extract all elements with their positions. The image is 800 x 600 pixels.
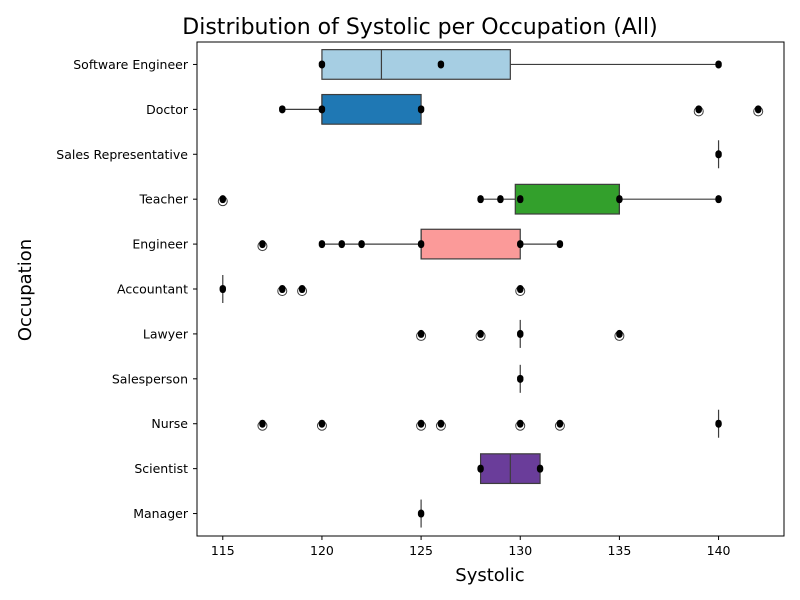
data-point-lawyer xyxy=(477,329,484,338)
data-point-engineer xyxy=(338,240,345,249)
data-point-doctor xyxy=(695,105,702,114)
data-point-software-engineer xyxy=(715,60,722,69)
data-point-doctor xyxy=(318,105,326,114)
data-point-salesperson xyxy=(517,374,524,383)
y-tick-label: Salesperson xyxy=(112,371,188,386)
data-point-nurse xyxy=(517,419,524,428)
y-tick-label: Software Engineer xyxy=(73,57,189,72)
data-point-teacher xyxy=(497,195,504,204)
data-point-software-engineer xyxy=(318,60,326,69)
data-point-teacher xyxy=(616,195,623,204)
y-tick-label: Accountant xyxy=(117,282,188,297)
y-tick-label: Lawyer xyxy=(143,326,189,341)
data-point-scientist xyxy=(536,464,544,473)
x-tick-label: 120 xyxy=(310,543,334,558)
data-point-nurse xyxy=(556,419,564,428)
data-point-accountant xyxy=(279,285,286,293)
data-point-lawyer xyxy=(517,329,524,338)
plot-area: Software Engineer Doctor Sales Representat… xyxy=(56,41,785,558)
x-tick-label: 140 xyxy=(707,543,731,558)
data-point-teacher xyxy=(477,195,484,204)
data-point-teacher xyxy=(715,195,722,204)
y-tick-label: Scientist xyxy=(134,461,188,476)
data-point-engineer xyxy=(358,240,365,249)
data-point-scientist xyxy=(477,464,484,473)
data-point-doctor xyxy=(279,105,286,114)
y-tick-label: Doctor xyxy=(146,102,189,117)
data-point-engineer xyxy=(556,240,564,249)
data-point-engineer xyxy=(259,240,266,249)
data-point-manager xyxy=(417,509,425,518)
x-tick-label: 135 xyxy=(607,543,631,558)
x-axis-label: Systolic xyxy=(455,565,524,586)
y-tick-label: Teacher xyxy=(139,192,189,207)
data-point-nurse xyxy=(437,419,445,428)
y-tick-label: Manager xyxy=(133,506,189,521)
data-point-lawyer xyxy=(417,329,425,338)
data-point-engineer xyxy=(417,240,425,249)
data-point-engineer xyxy=(318,240,326,249)
y-tick-label: Sales Representative xyxy=(56,147,188,162)
data-point-teacher xyxy=(219,195,226,204)
y-axis-label: Occupation xyxy=(15,239,36,341)
x-tick-label: 115 xyxy=(211,543,235,558)
data-point-doctor xyxy=(417,105,425,114)
data-point-engineer xyxy=(517,240,524,249)
data-point-nurse xyxy=(715,419,722,428)
data-point-software-engineer xyxy=(437,60,445,69)
y-tick-label: Nurse xyxy=(151,416,188,431)
x-tick-label: 125 xyxy=(409,543,433,558)
data-point-accountant xyxy=(298,285,306,293)
data-point-teacher xyxy=(517,195,524,204)
box-doctor xyxy=(321,93,422,125)
y-tick-label: Engineer xyxy=(132,237,189,252)
data-point-nurse xyxy=(318,419,326,428)
data-point-accountant xyxy=(517,285,524,293)
data-point-accountant xyxy=(219,285,226,293)
data-point-doctor xyxy=(755,105,762,114)
data-point-nurse xyxy=(417,419,425,428)
data-point-lawyer xyxy=(616,329,623,338)
box-teacher xyxy=(514,183,621,215)
box-engineer xyxy=(420,228,521,260)
chart-title: Distribution of Systolic per Occupation … xyxy=(182,15,657,40)
box-software-engineer xyxy=(321,49,511,80)
data-point-sales-representative xyxy=(715,150,722,159)
x-tick-label: 130 xyxy=(508,543,532,558)
data-point-nurse xyxy=(259,419,266,428)
